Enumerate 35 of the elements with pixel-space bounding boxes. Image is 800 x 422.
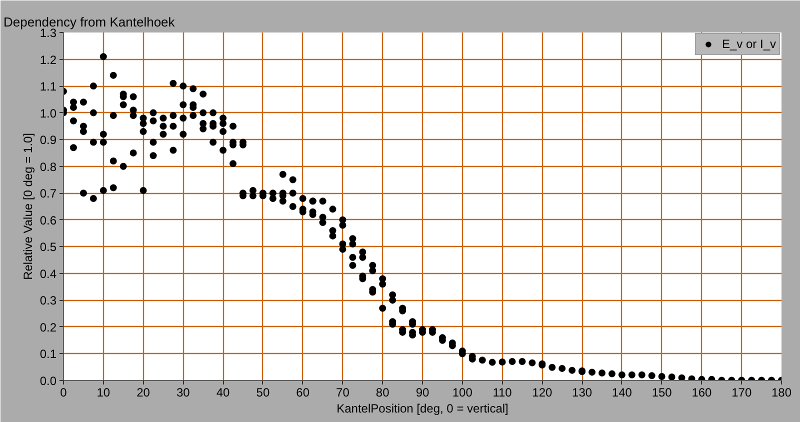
y-tick-label: 0.2 — [40, 320, 57, 334]
y-tick-label: 0.8 — [40, 160, 57, 174]
x-tick-label: 60 — [296, 386, 310, 400]
y-tick-label: 0.7 — [40, 186, 57, 201]
y-tick-label: 0.5 — [40, 240, 57, 254]
x-tick-label: 180 — [771, 386, 792, 400]
x-tick-label: 40 — [216, 386, 230, 400]
y-tick-label: 0.3 — [40, 294, 57, 308]
y-tick-label: 0.0 — [40, 374, 57, 388]
x-tick-label: 90 — [416, 386, 430, 400]
y-tick-label: 1.2 — [40, 52, 57, 67]
x-tick-label: 20 — [136, 386, 150, 400]
x-tick-label: 170 — [732, 386, 752, 400]
x-tick-label: 150 — [652, 386, 672, 400]
y-tick-label: 0.9 — [40, 133, 57, 148]
x-tick-label: 110 — [492, 386, 512, 400]
legend-label: E_v or I_v — [722, 37, 776, 51]
x-tick-label: 160 — [692, 386, 712, 400]
y-tick-label: 1.0 — [40, 106, 57, 120]
x-tick-label: 10 — [96, 386, 110, 400]
y-tick-label: 0.6 — [40, 213, 57, 228]
x-tick-label: 30 — [176, 386, 190, 400]
y-tick-label: 0.1 — [40, 347, 57, 362]
y-tick-label: 1.1 — [40, 80, 57, 94]
x-tick-label: 100 — [452, 386, 473, 400]
x-tick-label: 130 — [572, 386, 592, 400]
x-tick-label: 70 — [336, 386, 350, 400]
x-tick-label: 140 — [612, 386, 632, 400]
y-axis-title: Relative Value [0 deg = 1.0] — [20, 133, 35, 280]
x-tick-label: 50 — [256, 386, 270, 400]
x-axis-title: KantelPosition [deg, 0 = vertical] — [336, 402, 508, 416]
x-tick-label: 80 — [376, 386, 390, 400]
x-tick-label: 120 — [532, 386, 553, 400]
x-tick-label: 0 — [60, 386, 68, 400]
y-tick-label: 0.4 — [40, 266, 57, 281]
